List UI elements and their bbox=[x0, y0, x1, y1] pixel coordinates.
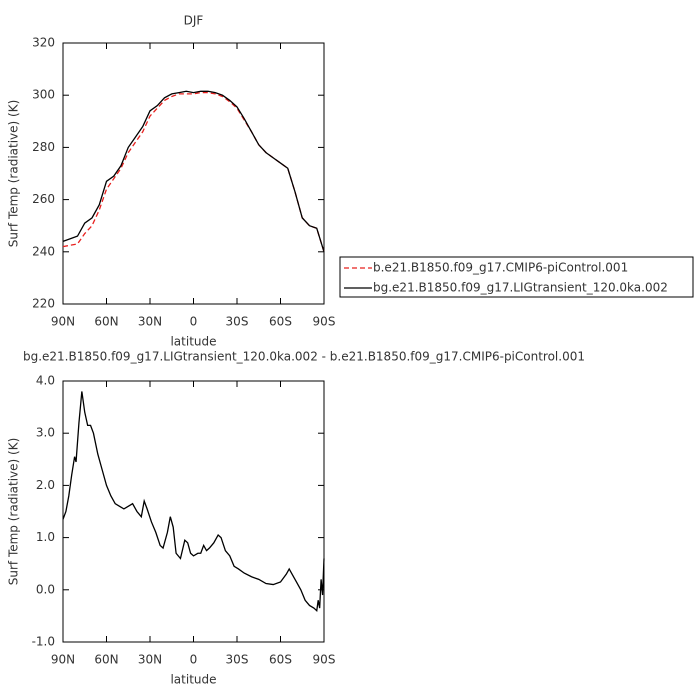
legend-label: b.e21.B1850.f09_g17.CMIP6-piControl.001 bbox=[373, 261, 628, 275]
legend-label: bg.e21.B1850.f09_g17.LIGtransient_120.0k… bbox=[373, 281, 668, 295]
x-tick-label: 0 bbox=[190, 653, 198, 667]
x-tick-label: 60S bbox=[269, 315, 292, 329]
y-tick-label: 220 bbox=[32, 297, 55, 311]
x-axis-label: latitude bbox=[170, 673, 216, 687]
legend-box bbox=[339, 256, 694, 298]
y-tick-label: 300 bbox=[32, 88, 55, 102]
data-line bbox=[62, 91, 325, 252]
plot-frame bbox=[62, 380, 325, 643]
y-axis-label: Surf Temp (radiative) (K) bbox=[7, 100, 21, 248]
y-tick-label: -1.0 bbox=[32, 635, 55, 649]
y-tick-label: 1.0 bbox=[36, 530, 55, 544]
x-axis-label: latitude bbox=[170, 335, 216, 349]
y-axis-label: Surf Temp (radiative) (K) bbox=[7, 438, 21, 586]
x-tick-label: 90N bbox=[51, 653, 75, 667]
y-tick-label: 280 bbox=[32, 140, 55, 154]
x-tick-label: 60N bbox=[94, 653, 118, 667]
y-tick-label: 0.0 bbox=[36, 582, 55, 596]
x-tick-label: 90S bbox=[313, 315, 336, 329]
x-tick-label: 90N bbox=[51, 315, 75, 329]
x-tick-label: 30N bbox=[138, 653, 162, 667]
y-tick-label: 3.0 bbox=[36, 426, 55, 440]
y-tick-label: 320 bbox=[32, 36, 55, 50]
plot-frame bbox=[62, 42, 325, 305]
x-tick-label: 30S bbox=[226, 653, 249, 667]
x-tick-label: 90S bbox=[313, 653, 336, 667]
x-tick-label: 60N bbox=[94, 315, 118, 329]
chart-title: DJF bbox=[184, 14, 204, 28]
chart-title: bg.e21.B1850.f09_g17.LIGtransient_120.0k… bbox=[23, 350, 585, 364]
y-tick-label: 240 bbox=[32, 244, 55, 258]
y-tick-label: 4.0 bbox=[36, 374, 55, 388]
x-tick-label: 0 bbox=[190, 315, 198, 329]
x-tick-label: 30S bbox=[226, 315, 249, 329]
data-line bbox=[62, 391, 325, 612]
y-tick-label: 2.0 bbox=[36, 478, 55, 492]
data-line bbox=[62, 90, 325, 252]
y-tick-label: 260 bbox=[32, 192, 55, 206]
x-tick-label: 30N bbox=[138, 315, 162, 329]
x-tick-label: 60S bbox=[269, 653, 292, 667]
